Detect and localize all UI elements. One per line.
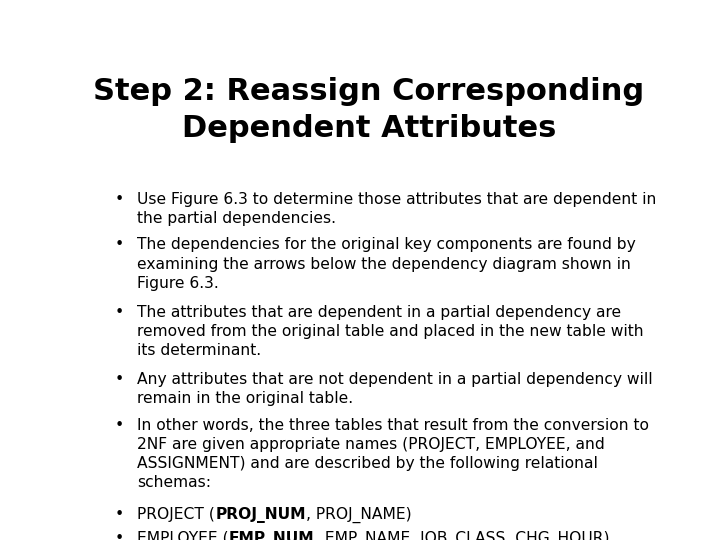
Text: PROJECT (: PROJECT ( [138, 507, 215, 522]
Text: •: • [115, 531, 125, 540]
Text: •: • [115, 305, 125, 320]
Text: Step 2: Reassign Corresponding
Dependent Attributes: Step 2: Reassign Corresponding Dependent… [94, 77, 644, 143]
Text: EMPLOYEE (: EMPLOYEE ( [138, 531, 229, 540]
Text: •: • [115, 507, 125, 522]
Text: In other words, the three tables that result from the conversion to
2NF are give: In other words, the three tables that re… [138, 418, 649, 490]
Text: •: • [115, 372, 125, 387]
Text: The attributes that are dependent in a partial dependency are
removed from the o: The attributes that are dependent in a p… [138, 305, 644, 358]
Text: , EMP_NAME, JOB_CLASS, CHG_HOUR): , EMP_NAME, JOB_CLASS, CHG_HOUR) [315, 531, 609, 540]
Text: Use Figure 6.3 to determine those attributes that are dependent in
the partial d: Use Figure 6.3 to determine those attrib… [138, 192, 657, 226]
Text: EMP_NUM: EMP_NUM [229, 531, 315, 540]
Text: Any attributes that are not dependent in a partial dependency will
remain in the: Any attributes that are not dependent in… [138, 372, 653, 406]
Text: •: • [115, 192, 125, 207]
Text: The dependencies for the original key components are found by
examining the arro: The dependencies for the original key co… [138, 238, 636, 291]
Text: •: • [115, 238, 125, 252]
Text: PROJ_NUM: PROJ_NUM [215, 507, 306, 523]
Text: •: • [115, 418, 125, 433]
Text: , PROJ_NAME): , PROJ_NAME) [306, 507, 411, 523]
